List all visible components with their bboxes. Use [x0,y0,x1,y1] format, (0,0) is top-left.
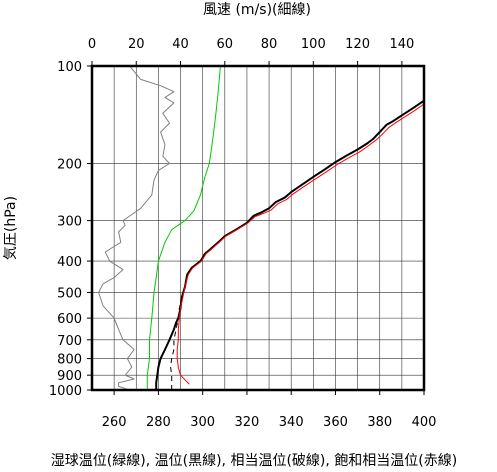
x-bottom-tick-label: 380 [367,415,392,430]
x-bottom-tick-label: 300 [190,415,215,430]
x-bottom-tick-label: 260 [102,415,127,430]
x-top-tick-label: 100 [301,37,326,52]
top-axis-title: 風速 (m/s)(細線) [203,2,311,18]
y-axis-title: 気圧(hPa) [3,196,19,260]
x-top-tick-label: 40 [172,37,189,52]
x-bottom-tick-label: 280 [146,415,171,430]
y-tick-label: 200 [57,158,82,173]
plot-frame [90,64,426,392]
x-top-tick-label: 140 [389,37,414,52]
x-top-tick-label: 0 [88,37,96,52]
x-bottom-tick-label: 400 [412,415,437,430]
x-bottom-tick-label: 360 [323,415,348,430]
series-line [98,65,175,391]
y-tick-label: 1000 [49,384,82,399]
series-line [146,65,221,390]
series-line [176,103,425,385]
series-group [98,65,425,391]
y-tick-label: 400 [57,255,82,270]
y-tick-label: 900 [57,369,82,384]
x-top-tick-label: 80 [261,37,278,52]
series-line [170,260,201,390]
y-tick-label: 300 [57,215,82,230]
axis-ticks: 260 280 300 320 340 360 380 400 0 20 40 60 80 100 120 1… [49,37,437,430]
x-top-tick-label: 120 [345,37,370,52]
x-bottom-tick-label: 320 [235,415,260,430]
x-top-tick-label: 20 [128,37,145,52]
x-axis-title: 湿球温位(緑線), 温位(黒線), 相当温位(破線), 飽和相当温位(赤線) [51,452,457,469]
x-top-tick-label: 60 [217,37,234,52]
series-line [155,99,425,390]
y-tick-label: 800 [57,353,82,368]
x-bottom-tick-label: 340 [279,415,304,430]
grid-lines [92,66,424,390]
y-tick-label: 100 [57,60,82,75]
y-tick-label: 700 [57,334,82,349]
y-tick-label: 600 [57,312,82,327]
y-tick-label: 500 [57,286,82,301]
